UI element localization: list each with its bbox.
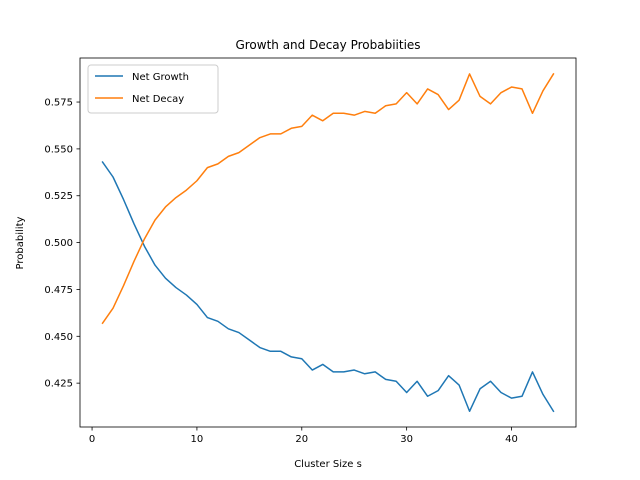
y-tick-label: 0.475 [44, 285, 73, 296]
legend-label: Net Growth [132, 72, 189, 83]
y-tick-label: 0.425 [44, 379, 73, 390]
x-tick-label: 10 [191, 434, 204, 445]
series-line-1 [101, 72, 555, 325]
y-tick-label: 0.450 [44, 332, 73, 343]
x-tick-label: 30 [400, 434, 413, 445]
x-ticks: 0 10 20 30 40 [89, 427, 518, 445]
y-tick-label: 0.550 [44, 144, 73, 155]
y-axis-label: Probability [15, 216, 26, 269]
chart-title: Growth and Decay Probabiities [235, 38, 420, 52]
legend-box [87, 64, 219, 114]
series-line-0 [101, 160, 555, 413]
y-tick-label: 0.500 [44, 238, 73, 249]
legend-label: Net Decay [132, 94, 184, 105]
x-axis-label: Cluster Size s [294, 459, 362, 470]
plot-lines [101, 72, 555, 413]
y-tick-label: 0.525 [44, 191, 73, 202]
y-ticks: 0.425 0.450 0.475 0.500 0.525 0.550 0.575 [44, 98, 80, 390]
y-tick-label: 0.575 [44, 98, 73, 109]
legend: Net Growth Net Decay [87, 64, 219, 114]
x-tick-label: 20 [295, 434, 308, 445]
x-tick-label: 0 [89, 434, 95, 445]
x-tick-label: 40 [505, 434, 518, 445]
